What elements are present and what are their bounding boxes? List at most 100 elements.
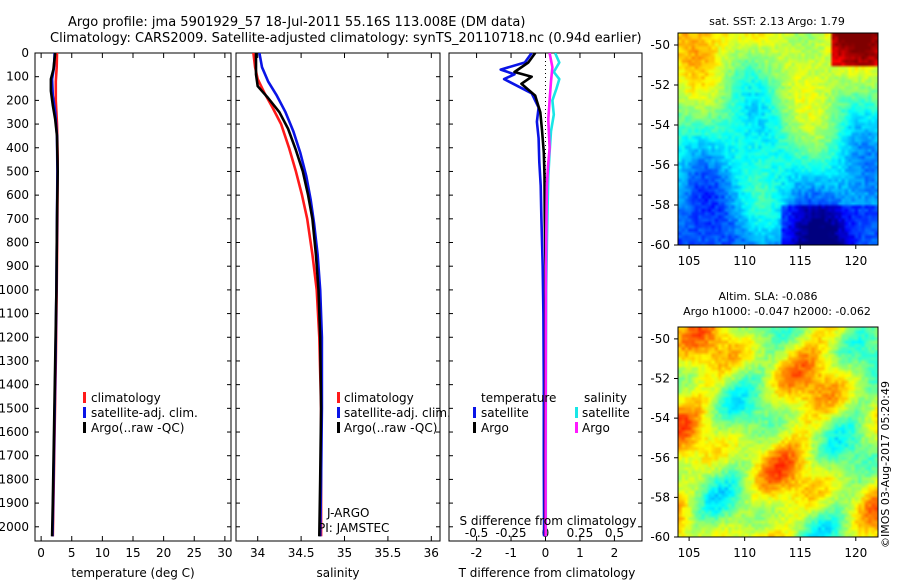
sla-map-title-line1: Altim. SLA: -0.086 — [718, 290, 817, 303]
figure-title-line2: Climatology: CARS2009. Satellite-adjuste… — [50, 31, 642, 46]
sst-heatmap — [677, 32, 879, 246]
y-tick-label: 800 — [6, 236, 29, 250]
x-tick-label: 35 — [337, 546, 352, 560]
sla-heatmap-image — [678, 327, 878, 537]
x-tick-label: 35.5 — [375, 546, 402, 560]
x-tick-label: 0 — [542, 546, 550, 560]
annotation-pi: PI: JAMSTEC — [318, 521, 389, 535]
legend-title-salinity: salinity — [584, 391, 627, 405]
y-tick-label: 400 — [6, 141, 29, 155]
x-tick-label: 10 — [95, 546, 110, 560]
x-top-tick-label: 0.25 — [567, 526, 594, 540]
sst-map-frame — [677, 32, 879, 246]
sla-map-title-line2: Argo h1000: -0.047 h2000: -0.062 — [683, 305, 871, 318]
legend-label-t-satellite: satellite — [481, 406, 529, 420]
y-tick-label: 2000 — [0, 520, 29, 534]
legend-swatch-satellite — [337, 407, 340, 418]
x-tick-label: -1 — [505, 546, 517, 560]
temperature-xlabel: temperature (deg C) — [71, 566, 194, 580]
legend-swatch-argo — [83, 422, 86, 433]
map-x-tick-label: 110 — [733, 254, 756, 268]
y-tick-label: 700 — [6, 212, 29, 226]
map-y-tick-label: -58 — [650, 490, 670, 504]
series-line-s-argo — [544, 53, 554, 537]
x-top-tick-label: -0.25 — [496, 526, 527, 540]
x-tick-label: 20 — [156, 546, 171, 560]
map-y-tick-label: -54 — [650, 118, 670, 132]
series-line-argo-raw-qc- — [254, 53, 323, 537]
map-x-tick-label: 120 — [844, 254, 867, 268]
salinity-panel-frame — [235, 52, 441, 542]
legend-title-temperature: temperature — [481, 391, 556, 405]
map-y-tick-label: -56 — [650, 451, 670, 465]
legend-swatch-climatology — [83, 392, 86, 403]
legend-label-satellite: satellite-adj. clim. — [344, 406, 451, 420]
y-tick-label: 100 — [6, 70, 29, 84]
map-x-tick-label: 120 — [844, 546, 867, 560]
x-tick-label: -2 — [471, 546, 483, 560]
imos-credit: ©IMOS 03-Aug-2017 05:20:49 — [879, 381, 892, 548]
y-tick-label: 1300 — [0, 354, 29, 368]
legend-label-s-argo: Argo — [582, 421, 610, 435]
legend-label-satellite: satellite-adj. clim. — [91, 406, 198, 420]
x-tick-label: 34 — [250, 546, 265, 560]
legend-swatch-climatology — [337, 392, 340, 403]
salinity-legend: climatology satellite-adj. clim. Argo(..… — [337, 391, 451, 435]
y-tick-label: 1400 — [0, 378, 29, 392]
sst-map-title: sat. SST: 2.13 Argo: 1.79 — [709, 15, 845, 28]
legend-label-t-argo: Argo — [481, 421, 509, 435]
legend-swatch-t-satellite — [473, 407, 476, 418]
map-x-tick-label: 115 — [789, 254, 812, 268]
series-line-t-satellite — [499, 53, 546, 537]
y-tick-label: 1000 — [0, 283, 29, 297]
y-tick-label: 200 — [6, 93, 29, 107]
legend-swatch-satellite — [83, 407, 86, 418]
temperature-panel-frame — [34, 52, 232, 542]
legend-swatch-t-argo — [473, 422, 476, 433]
series-line-argo-raw-qc- — [49, 53, 60, 537]
sla-map-frame — [677, 326, 879, 538]
map-y-tick-label: -54 — [650, 411, 670, 425]
map-x-tick-label: 105 — [678, 546, 701, 560]
legend-swatch-s-argo — [575, 422, 578, 433]
sdiff-xlabel: S difference from climatology — [460, 514, 637, 528]
x-tick-label: 30 — [217, 546, 232, 560]
legend-label-argo: Argo(..raw -QC) — [91, 421, 184, 435]
x-tick-label: 2 — [611, 546, 619, 560]
x-top-tick-label: -0.5 — [465, 526, 488, 540]
temperature-legend: climatology satellite-adj. clim. Argo(..… — [83, 391, 198, 435]
difference-legend: temperature salinity satellite Argo sate… — [473, 391, 630, 435]
legend-label-s-satellite: satellite — [582, 406, 630, 420]
x-tick-label: 34.5 — [288, 546, 315, 560]
map-x-tick-label: 110 — [733, 546, 756, 560]
x-top-tick-label: 0.5 — [605, 526, 624, 540]
x-tick-label: 1 — [576, 546, 584, 560]
y-tick-label: 0 — [21, 46, 29, 60]
map-y-tick-label: -56 — [650, 158, 670, 172]
y-tick-label: 900 — [6, 259, 29, 273]
x-tick-label: 5 — [68, 546, 76, 560]
map-y-tick-label: -50 — [650, 38, 670, 52]
x-tick-label: 25 — [187, 546, 202, 560]
figure-title-line1: Argo profile: jma 5901929_57 18-Jul-2011… — [68, 15, 525, 30]
sst-heatmap-image — [678, 33, 878, 245]
sla-heatmap — [677, 326, 879, 538]
y-tick-label: 1700 — [0, 449, 29, 463]
y-tick-label: 500 — [6, 164, 29, 178]
y-tick-label: 1200 — [0, 330, 29, 344]
map-y-tick-label: -52 — [650, 372, 670, 386]
salinity-xlabel: salinity — [316, 566, 359, 580]
y-tick-label: 1900 — [0, 496, 29, 510]
legend-label-climatology: climatology — [91, 391, 161, 405]
map-y-tick-label: -58 — [650, 198, 670, 212]
legend-label-argo: Argo(..raw -QC) — [344, 421, 437, 435]
x-tick-label: 15 — [125, 546, 140, 560]
tdiff-xlabel: T difference from climatology — [458, 566, 636, 580]
y-tick-label: 1500 — [0, 401, 29, 415]
map-y-tick-label: -60 — [650, 238, 670, 252]
y-tick-label: 1600 — [0, 425, 29, 439]
y-tick-label: 1100 — [0, 307, 29, 321]
map-y-tick-label: -50 — [650, 332, 670, 346]
y-tick-label: 300 — [6, 117, 29, 131]
